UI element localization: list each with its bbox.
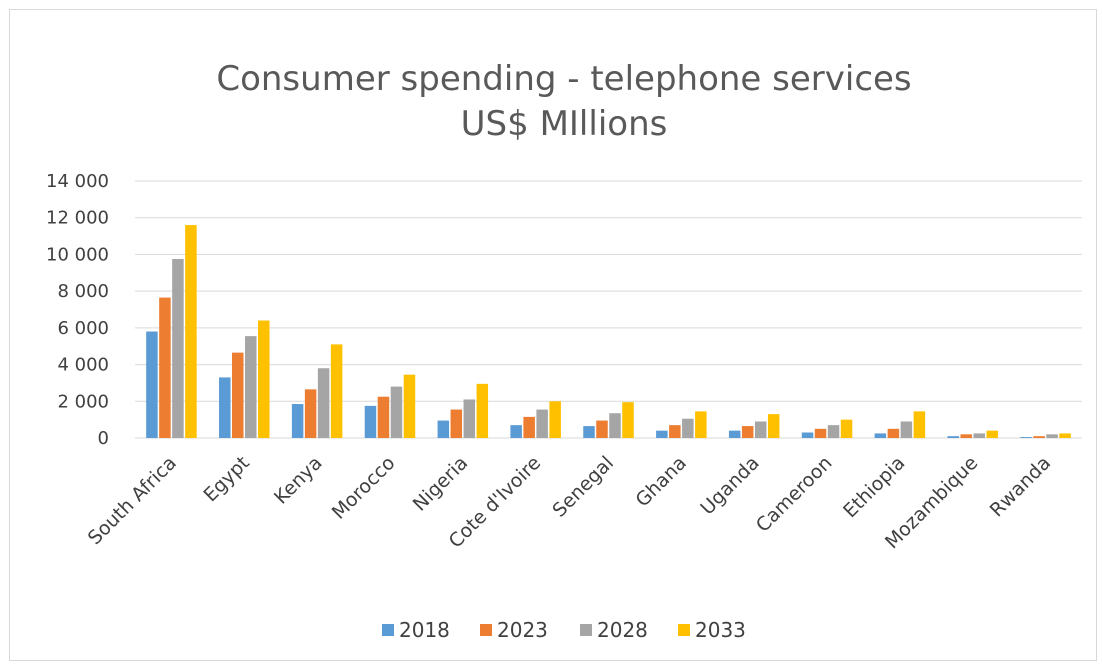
x-category-label: Cameroon (752, 452, 837, 537)
x-category-label: Egypt (199, 452, 253, 506)
legend-swatch-2018 (382, 624, 394, 636)
bar-2033 (1059, 433, 1071, 438)
bar-2033 (403, 374, 416, 438)
x-category-label: Ethiopia (839, 452, 909, 522)
bar-2023 (741, 426, 754, 438)
legend: 2018 2023 2028 2033 (382, 618, 746, 642)
x-category-label: Rwanda (986, 452, 1055, 521)
bar-2028 (536, 409, 548, 438)
bar-2023 (232, 352, 244, 438)
x-category-label: Morocco (328, 452, 400, 524)
bar-2028 (245, 336, 257, 438)
bar-2028 (317, 368, 330, 438)
x-category-label: South Africa (84, 452, 181, 549)
bar-2023 (304, 389, 317, 438)
chart-title-line-1: Consumer spending - telephone services (216, 59, 911, 99)
legend-swatch-2033 (678, 624, 690, 636)
y-tick-label: 8 000 (57, 281, 109, 302)
y-tick-label: 6 000 (57, 318, 109, 339)
y-tick-label: 2 000 (57, 391, 109, 412)
chart-area: Consumer spending - telephone services U… (9, 9, 1097, 661)
bar-2023 (1033, 436, 1045, 438)
bar-2033 (330, 344, 343, 438)
bar-2023 (450, 409, 463, 438)
x-category-label: Nigeria (409, 452, 473, 516)
bar-2033 (913, 411, 926, 438)
bar-2018 (437, 420, 450, 438)
x-category-label: Ghana (631, 452, 690, 511)
bar-2023 (814, 428, 827, 438)
bar-2028 (609, 413, 621, 438)
bar-2018 (874, 433, 887, 438)
y-tick-label: 4 000 (57, 355, 109, 376)
bar-2018 (583, 426, 595, 438)
legend-swatch-2023 (480, 624, 492, 636)
legend-label: 2023 (497, 618, 548, 642)
y-axis-ticks: 0 2 000 4 000 6 000 8 000 10 000 12 000 14 000 (46, 171, 109, 449)
y-tick-label: 12 000 (46, 208, 109, 229)
bar-2018 (291, 404, 304, 438)
bar-2018 (510, 425, 522, 438)
bar-2018 (146, 331, 158, 438)
bar-2028 (463, 399, 476, 438)
gridlines (135, 180, 1082, 439)
bar-2028 (900, 421, 913, 438)
y-tick-label: 10 000 (46, 244, 109, 265)
bar-2033 (549, 401, 561, 438)
bar-2023 (377, 396, 390, 438)
bar-2023 (523, 416, 535, 438)
bar-2028 (973, 433, 985, 438)
bar-2028 (827, 425, 840, 438)
chart-title-line-2: US$ MIllions (461, 104, 668, 144)
bar-2018 (364, 405, 377, 438)
x-category-label: Kenya (270, 452, 327, 509)
bar-2033 (840, 419, 853, 438)
bar-2033 (622, 402, 634, 438)
bars (146, 225, 1071, 438)
x-category-label: Uganda (696, 452, 763, 519)
x-axis-categories: South Africa Egypt Kenya Morocco NigeriaCote… (84, 452, 1055, 553)
bar-2033 (185, 225, 197, 438)
bar-2023 (669, 425, 681, 438)
bar-2018 (219, 377, 231, 438)
bar-2028 (682, 418, 694, 438)
legend-swatch-2028 (580, 624, 592, 636)
bar-2018 (656, 430, 668, 438)
legend-label: 2033 (695, 618, 746, 642)
y-tick-label: 14 000 (46, 171, 109, 192)
bar-2023 (596, 420, 608, 438)
bar-2028 (172, 259, 184, 438)
bar-chart: Consumer spending - telephone services U… (46, 59, 1082, 642)
bar-2033 (258, 320, 270, 438)
bar-2018 (728, 430, 741, 438)
bar-2028 (754, 421, 767, 438)
bar-2033 (986, 430, 998, 438)
bar-2018 (1020, 437, 1032, 438)
bar-2033 (695, 411, 707, 438)
x-category-label: Senegal (548, 452, 618, 522)
bar-2018 (947, 436, 959, 438)
bar-2033 (476, 383, 489, 438)
bar-2023 (887, 428, 900, 438)
bar-2033 (767, 414, 780, 438)
bar-2028 (1046, 434, 1058, 438)
y-tick-label: 0 (98, 428, 109, 449)
bar-2028 (390, 386, 403, 438)
legend-label: 2028 (597, 618, 648, 642)
bar-2023 (159, 297, 171, 438)
bar-2018 (801, 432, 814, 438)
legend-label: 2018 (399, 618, 450, 642)
bar-2023 (960, 434, 972, 438)
